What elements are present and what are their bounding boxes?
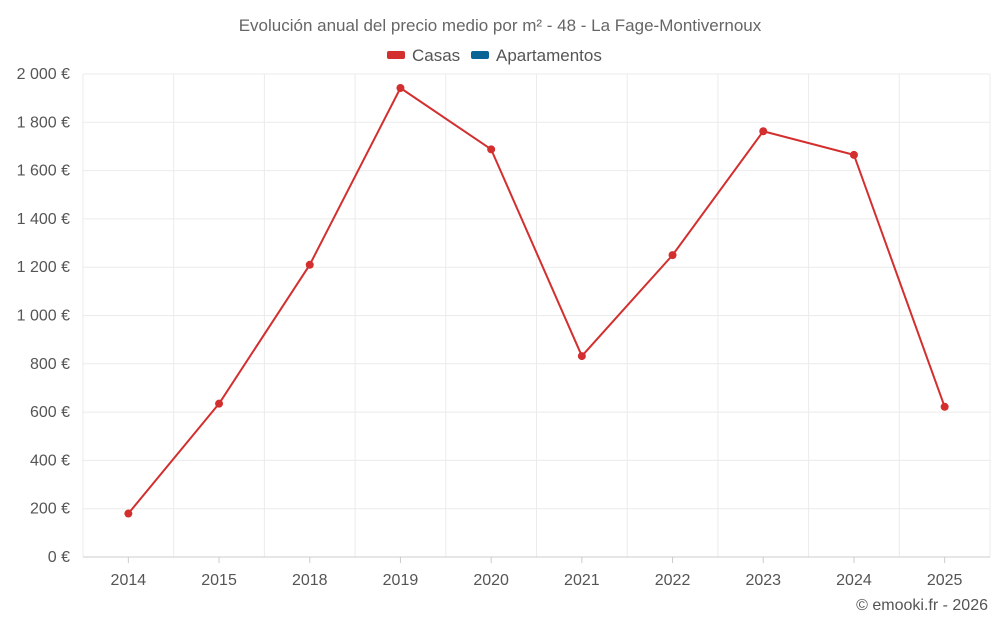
data-point[interactable] xyxy=(577,352,586,361)
series-line-casas xyxy=(127,87,946,515)
legend-label-casas: Casas xyxy=(412,46,460,65)
data-point[interactable] xyxy=(396,84,405,93)
legend-item-casas[interactable]: Casas xyxy=(387,46,460,65)
x-tick-label: 2021 xyxy=(564,572,600,589)
y-tick-label: 1 600 € xyxy=(17,163,70,180)
x-tick-label: 2019 xyxy=(383,572,419,589)
data-point[interactable] xyxy=(124,509,133,518)
data-point[interactable] xyxy=(759,127,768,136)
axes: 0 € 200 € 400 € 600 € 800 € 1 000 € 1 200 € 1 4… xyxy=(17,66,990,589)
y-tick-label: 800 € xyxy=(30,356,70,373)
x-tick-label: 2022 xyxy=(655,572,691,589)
series-casas xyxy=(124,84,949,518)
y-tick-label: 1 200 € xyxy=(17,259,70,276)
y-tick-label: 0 € xyxy=(48,549,70,566)
x-tick-label: 2014 xyxy=(111,572,147,589)
data-point[interactable] xyxy=(668,251,677,260)
x-tick-label: 2018 xyxy=(292,572,328,589)
grid xyxy=(82,73,991,558)
x-tick-label: 2025 xyxy=(927,572,963,589)
y-tick-label: 1 000 € xyxy=(17,308,70,325)
legend-swatch-apartamentos xyxy=(471,51,489,59)
y-tick-label: 200 € xyxy=(30,501,70,518)
credit-text: © emooki.fr - 2026 xyxy=(856,597,988,614)
data-point[interactable] xyxy=(487,145,496,154)
data-point[interactable] xyxy=(215,399,224,408)
x-tick-label: 2015 xyxy=(201,572,237,589)
y-tick-label: 2 000 € xyxy=(17,66,70,83)
data-point[interactable] xyxy=(940,402,949,411)
legend-item-apartamentos[interactable]: Apartamentos xyxy=(471,46,602,65)
chart-title: Evolución anual del precio medio por m² … xyxy=(239,16,762,35)
y-tick-label: 1 800 € xyxy=(17,114,70,131)
x-tick-label: 2020 xyxy=(473,572,509,589)
y-tick-label: 1 400 € xyxy=(17,211,70,228)
y-tick-label: 600 € xyxy=(30,404,70,421)
legend-swatch-casas xyxy=(387,51,405,59)
legend-label-apartamentos: Apartamentos xyxy=(496,46,602,65)
x-tick-label: 2023 xyxy=(745,572,781,589)
legend: Casas Apartamentos xyxy=(387,46,602,65)
x-tick-label: 2024 xyxy=(836,572,872,589)
data-point[interactable] xyxy=(305,260,314,269)
data-point[interactable] xyxy=(849,150,858,159)
y-tick-label: 400 € xyxy=(30,452,70,469)
